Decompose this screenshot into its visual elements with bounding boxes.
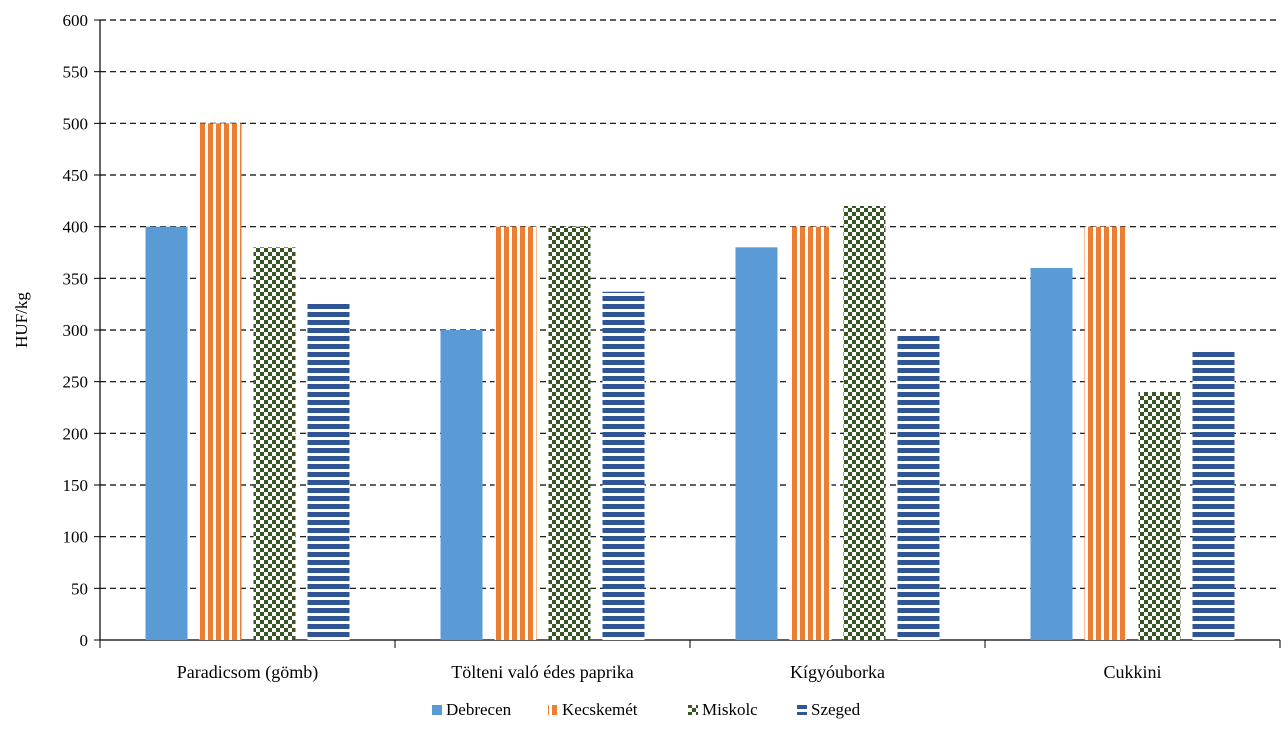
bar-debrecen [440,330,483,640]
bar-szeged [307,301,350,640]
bar-debrecen [145,226,188,640]
y-axis: 0 50 100 150 200 250 300 350 400 450 500 550 600 [63,11,101,650]
bar-szeged [602,291,645,640]
y-tick-label: 50 [71,579,88,598]
y-tick-label: 350 [63,269,89,288]
legend-swatch [432,705,442,715]
bar-debrecen [1030,268,1073,640]
y-tick-label: 400 [63,218,89,237]
legend-label: Miskolc [702,700,758,719]
legend-swatch [797,705,807,715]
bar-kecskem-t [789,226,832,640]
category-label: Kígyóuborka [790,662,885,682]
bar-kecskem-t [199,123,242,641]
y-tick-label: 450 [63,166,89,185]
bar-debrecen [735,247,778,641]
legend-swatch [688,705,698,715]
y-tick-label: 0 [80,631,89,650]
y-tick-label: 250 [63,373,89,392]
bar-miskolc [253,247,296,641]
bar-miskolc [1138,392,1181,640]
y-tick-label: 550 [63,63,89,82]
bar-kecskem-t [494,226,537,640]
y-tick-label: 100 [63,528,89,547]
legend-label: Szeged [811,700,861,719]
legend-label: Debrecen [446,700,512,719]
bar-kecskem-t [1084,226,1127,640]
legend-label: Kecskemét [562,700,638,719]
y-axis-title: HUF/kg [12,292,31,348]
bar-miskolc [843,206,886,640]
bar-szeged [897,333,940,640]
legend-swatch [548,705,558,715]
y-tick-label: 600 [63,11,89,30]
legend: Debrecen Kecskemét Miskolc Szeged [432,700,861,719]
gridlines [100,19,1280,589]
category-label: Cukkini [1103,662,1161,682]
bars [145,123,1235,641]
y-tick-label: 200 [63,424,89,443]
x-axis: Paradicsom (gömb) Tölteni való édes papri… [99,639,1281,683]
y-tick-label: 500 [63,114,89,133]
y-tick-label: 150 [63,476,89,495]
bar-miskolc [548,226,591,640]
category-label: Paradicsom (gömb) [177,662,318,683]
y-tick-label: 300 [63,321,89,340]
category-label: Tölteni való édes paprika [451,662,633,682]
bar-szeged [1192,350,1235,640]
